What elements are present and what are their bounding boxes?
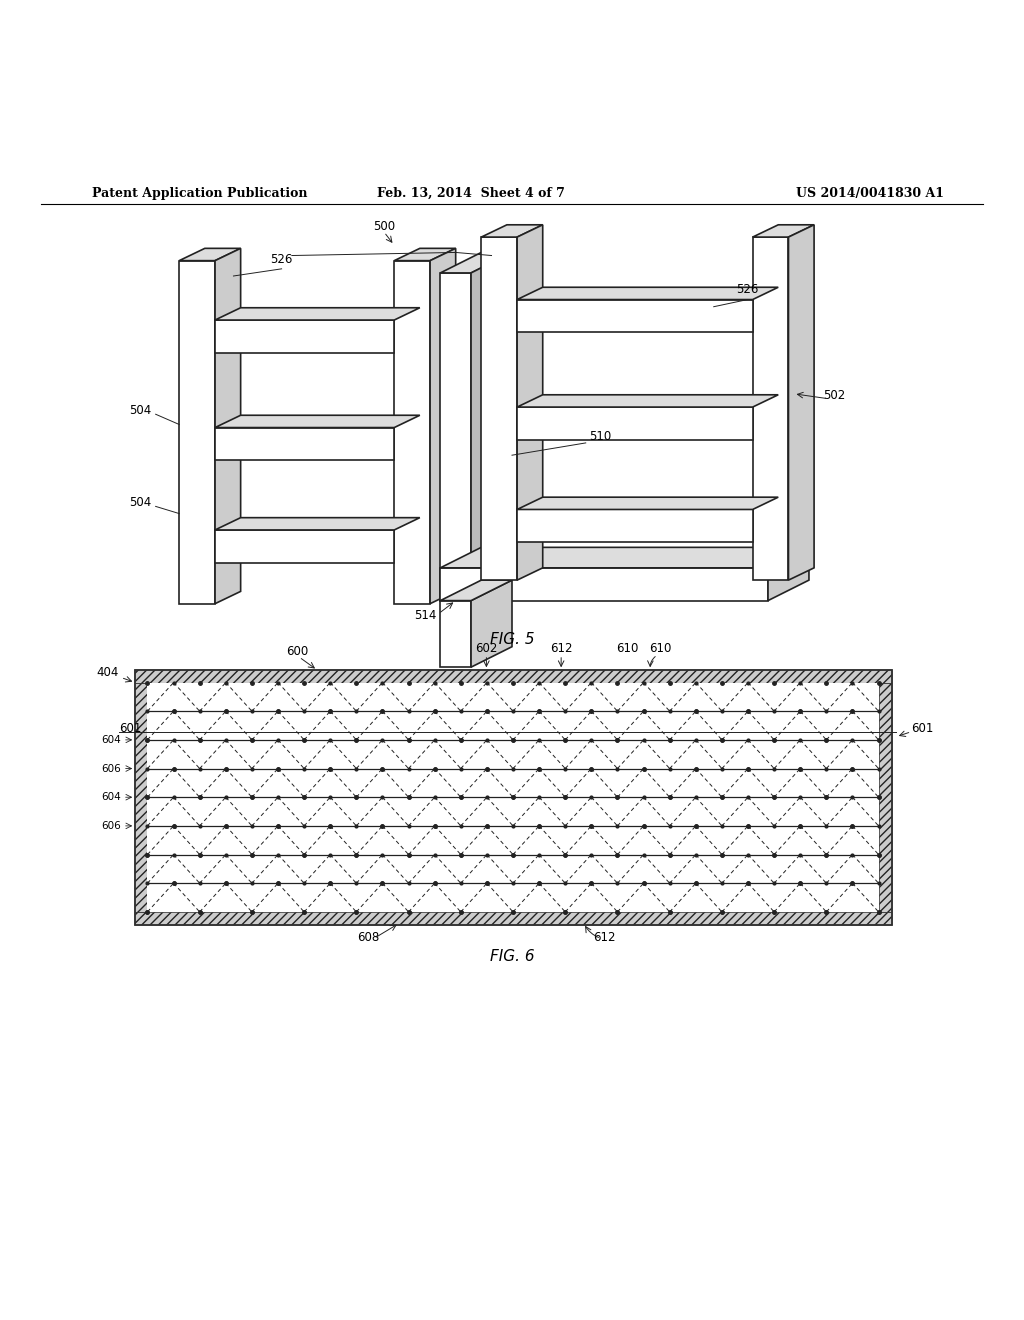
Text: 606: 606 [101, 763, 121, 774]
Text: 404: 404 [96, 667, 119, 680]
Polygon shape [440, 601, 471, 667]
Bar [135, 671, 891, 924]
Polygon shape [753, 238, 788, 579]
Bar [147, 682, 879, 912]
Text: 610: 610 [616, 642, 639, 655]
Polygon shape [471, 252, 512, 601]
Polygon shape [440, 273, 471, 601]
Polygon shape [215, 517, 420, 529]
Polygon shape [215, 529, 394, 562]
Bar [135, 912, 891, 924]
Polygon shape [440, 579, 512, 601]
Polygon shape [215, 248, 241, 603]
Text: 526: 526 [736, 284, 759, 297]
Text: 504: 504 [129, 496, 152, 510]
Text: 510: 510 [589, 430, 611, 442]
Text: 612: 612 [593, 931, 615, 944]
Text: 504: 504 [129, 404, 152, 417]
Text: FIG. 5: FIG. 5 [489, 632, 535, 647]
Polygon shape [517, 407, 753, 440]
Polygon shape [517, 224, 543, 579]
Text: 604: 604 [101, 735, 121, 744]
Polygon shape [788, 224, 814, 579]
Bar [135, 682, 147, 912]
Polygon shape [430, 248, 456, 603]
Polygon shape [440, 252, 512, 273]
Polygon shape [179, 248, 241, 260]
Text: 514: 514 [414, 609, 436, 622]
Text: 602: 602 [475, 642, 498, 655]
Polygon shape [517, 300, 753, 333]
Polygon shape [394, 248, 456, 260]
Bar [879, 682, 891, 912]
Text: 606: 606 [101, 821, 121, 830]
Polygon shape [215, 428, 394, 461]
Text: Patent Application Publication: Patent Application Publication [92, 186, 307, 199]
Bar [135, 671, 891, 682]
Polygon shape [179, 260, 215, 603]
Polygon shape [215, 416, 420, 428]
Text: US 2014/0041830 A1: US 2014/0041830 A1 [797, 186, 944, 199]
Text: 610: 610 [649, 642, 672, 655]
Text: 608: 608 [357, 931, 380, 944]
Text: 612: 612 [550, 642, 572, 655]
Polygon shape [517, 498, 778, 510]
Polygon shape [517, 395, 778, 407]
Polygon shape [517, 510, 753, 543]
Text: FIG. 6: FIG. 6 [489, 949, 535, 965]
Text: Feb. 13, 2014  Sheet 4 of 7: Feb. 13, 2014 Sheet 4 of 7 [377, 186, 565, 199]
Text: 500: 500 [373, 220, 395, 232]
Text: 502: 502 [823, 389, 846, 401]
Text: 601: 601 [119, 722, 141, 735]
Text: 601: 601 [911, 722, 934, 735]
Text: 526: 526 [270, 252, 293, 265]
Polygon shape [471, 579, 512, 667]
Polygon shape [481, 224, 543, 238]
Polygon shape [440, 568, 768, 601]
Polygon shape [215, 319, 394, 352]
Polygon shape [517, 288, 778, 300]
Polygon shape [768, 548, 809, 601]
Polygon shape [440, 548, 809, 568]
Polygon shape [394, 260, 430, 603]
Polygon shape [481, 238, 517, 579]
Text: 600: 600 [286, 645, 308, 657]
Text: 604: 604 [101, 792, 121, 803]
Polygon shape [753, 224, 814, 238]
Polygon shape [215, 308, 420, 319]
